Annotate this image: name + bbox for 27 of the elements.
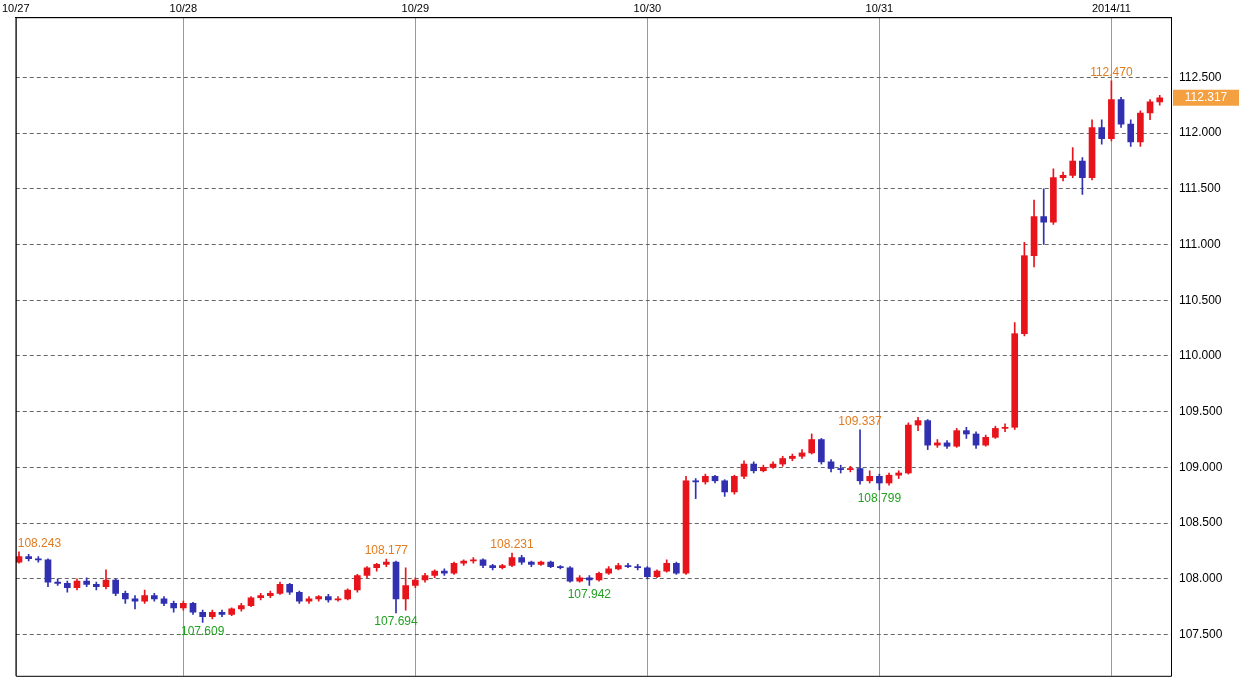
y-tick-label: 112.000 bbox=[1179, 125, 1222, 140]
annotation: 108.799 bbox=[857, 491, 902, 506]
annotation: 109.337 bbox=[838, 414, 883, 429]
x-tick-label: 10/28 bbox=[169, 1, 198, 14]
annotation: 112.470 bbox=[1090, 65, 1133, 80]
annotation: 108.243 bbox=[17, 536, 62, 551]
annotation: 108.177 bbox=[364, 543, 409, 558]
y-tick-label: 108.000 bbox=[1179, 571, 1223, 586]
y-tick-label: 109.000 bbox=[1179, 459, 1223, 474]
annotation: 107.609 bbox=[180, 623, 225, 638]
y-tick-label: 112.500 bbox=[1179, 69, 1222, 84]
annotation: 107.942 bbox=[567, 586, 612, 601]
annotation: 107.694 bbox=[374, 614, 419, 629]
annotation: 112.317 bbox=[1184, 90, 1228, 105]
x-tick-label: 2014/11 bbox=[1091, 1, 1131, 14]
x-tick-label: 10/29 bbox=[401, 1, 430, 14]
y-tick-label: 111.500 bbox=[1179, 181, 1221, 196]
x-tick-label: 10/30 bbox=[633, 1, 662, 14]
y-tick-label: 110.000 bbox=[1179, 348, 1222, 363]
y-tick-label: 110.500 bbox=[1179, 292, 1222, 307]
y-tick-label: 107.500 bbox=[1179, 626, 1223, 641]
y-tick-label: 108.500 bbox=[1179, 515, 1223, 530]
y-tick-label: 109.500 bbox=[1179, 404, 1223, 418]
x-tick-label: 10/31 bbox=[865, 1, 894, 14]
x-tick-label: 10/27 bbox=[2, 1, 30, 14]
annotation: 108.231 bbox=[490, 537, 535, 552]
y-tick-label: 111.000 bbox=[1179, 236, 1221, 251]
